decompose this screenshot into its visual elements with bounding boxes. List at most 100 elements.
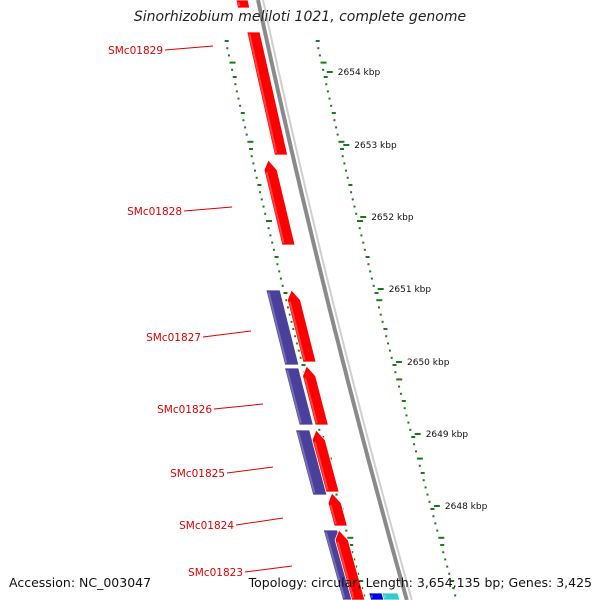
gc-skew-dot-inner	[355, 565, 358, 568]
gene-label-leader	[235, 517, 284, 526]
cds-arrow[interactable]	[246, 31, 289, 156]
gene-label-leader	[183, 206, 233, 212]
feature-shading	[304, 377, 318, 424]
gc-skew-dot-inner	[250, 155, 253, 158]
gc-skew-dot-inner	[267, 227, 270, 230]
gene-label[interactable]: SMc01823	[188, 567, 243, 579]
ruler-tick-label: 2653 kbp	[354, 141, 397, 151]
feature-shading	[383, 594, 387, 599]
gc-skew-dot-inner	[349, 544, 354, 546]
ruler-tick-label: 2652 kbp	[371, 213, 414, 223]
gc-skew-dot-inner	[239, 104, 242, 107]
gc-skew-dot-outer	[426, 493, 429, 496]
ruler-tick-mark	[360, 216, 367, 218]
gc-skew-dot-outer	[322, 68, 325, 71]
cds-arrow[interactable]	[235, 0, 251, 9]
feature-shading	[297, 431, 316, 494]
feature-block[interactable]	[368, 592, 387, 600]
feature-shading	[265, 171, 285, 244]
gc-skew-dot-outer	[409, 428, 412, 431]
gene-label[interactable]: SMc01829	[108, 45, 163, 57]
gene-label[interactable]: SMc01824	[179, 520, 234, 532]
gc-skew-dot-outer	[374, 292, 379, 294]
gc-skew-dot-outer	[405, 414, 408, 417]
gc-skew-dot-outer	[369, 270, 372, 273]
gc-skew-dot-outer	[432, 515, 435, 518]
gc-skew-dot-outer	[353, 205, 356, 208]
cds-arrow[interactable]	[286, 289, 317, 363]
gc-skew-dot-outer	[454, 594, 457, 597]
gc-skew-dot-outer	[411, 436, 416, 438]
gc-skew-dot-inner	[264, 212, 267, 215]
gc-skew-dot-inner	[296, 342, 299, 345]
feature-block[interactable]	[381, 592, 401, 600]
gene-label-leader	[244, 565, 293, 573]
ruler-tick-mark	[377, 288, 384, 290]
gc-skew-dot-inner	[294, 335, 297, 338]
gc-skew-dot-outer	[328, 97, 331, 100]
gc-skew-dot-inner	[290, 320, 293, 323]
gc-skew-dot-outer	[388, 349, 391, 352]
gc-skew-dot-inner	[269, 234, 272, 237]
cds-arrow[interactable]	[302, 365, 329, 426]
gc-skew-dot-outer	[338, 140, 345, 143]
feature-shading	[324, 531, 346, 599]
gc-skew-dot-inner	[361, 587, 364, 590]
gc-skew-dot-outer	[336, 133, 339, 136]
blast-hit-block[interactable]	[295, 429, 328, 496]
cds-arrow[interactable]	[311, 429, 340, 493]
gc-skew-dot-outer	[399, 392, 402, 395]
gc-skew-dot-outer	[415, 450, 417, 453]
cds-arrow[interactable]	[334, 529, 366, 600]
ruler-tick-label: 2648 kbp	[445, 502, 488, 512]
gc-skew-dot-inner	[281, 284, 284, 287]
gc-skew-dot-outer	[367, 263, 370, 266]
gc-skew-dot-outer	[351, 198, 354, 201]
gc-skew-dot-inner	[359, 580, 364, 582]
gc-skew-dot-outer	[420, 472, 425, 474]
gc-skew-dot-outer	[378, 306, 380, 309]
gc-skew-dot-outer	[390, 356, 393, 359]
gc-skew-dot-outer	[320, 61, 327, 64]
gc-skew-dot-outer	[422, 479, 425, 482]
ruler-ticks: 2654 kbp 2653 kbp 2652 kbp 2651 kbp 2650 kbp…	[326, 68, 488, 512]
gc-skew-dot-outer	[360, 234, 363, 237]
feature-shading	[267, 291, 288, 364]
gc-skew-dot-inner	[240, 112, 245, 114]
gc-skew-dot-outer	[452, 587, 455, 590]
feature-shading	[237, 1, 241, 7]
blast-hit-block[interactable]	[284, 367, 314, 426]
cds-arrow[interactable]	[327, 492, 348, 527]
gc-skew-dot-outer	[381, 320, 384, 323]
gc-skew-dot-outer	[330, 104, 333, 107]
gc-skew-dot-inner	[235, 90, 238, 93]
backbone-track	[256, 0, 413, 600]
ruler-tick-label: 2651 kbp	[389, 285, 432, 295]
gene-label[interactable]: SMc01828	[127, 206, 182, 218]
gc-skew-dot-inner	[283, 292, 288, 294]
gc-skew-dot-outer	[401, 400, 406, 402]
gc-skew-dot-outer	[430, 508, 435, 510]
cds-arrow[interactable]	[263, 159, 296, 246]
gene-label-leader	[226, 466, 274, 474]
gc-skew-dot-inner	[245, 133, 248, 136]
gene-label[interactable]: SMc01826	[157, 404, 212, 416]
gc-skew-dot-inner	[288, 313, 291, 316]
feature-shading	[329, 504, 337, 525]
blast-hit-block[interactable]	[265, 289, 300, 366]
feature-shading	[336, 541, 355, 599]
gc-skew-dot-inner	[259, 191, 262, 194]
gc-skew-dot-outer	[326, 90, 329, 93]
gene-label-leader	[213, 403, 264, 410]
gc-skew-dot-inner	[351, 551, 354, 554]
gc-skew-dot-inner	[232, 76, 237, 78]
gc-skew-dot-inner	[237, 97, 240, 100]
gc-skew-dot-inner	[227, 54, 230, 57]
gc-skew-dot-outer	[385, 335, 388, 338]
gc-skew-dot-outer	[370, 277, 373, 280]
gc-skew-dot-inner	[287, 306, 289, 309]
gene-label[interactable]: SMc01825	[170, 468, 225, 480]
gc-skew-dot-inner	[249, 148, 253, 150]
gene-label[interactable]: SMc01827	[146, 332, 201, 344]
